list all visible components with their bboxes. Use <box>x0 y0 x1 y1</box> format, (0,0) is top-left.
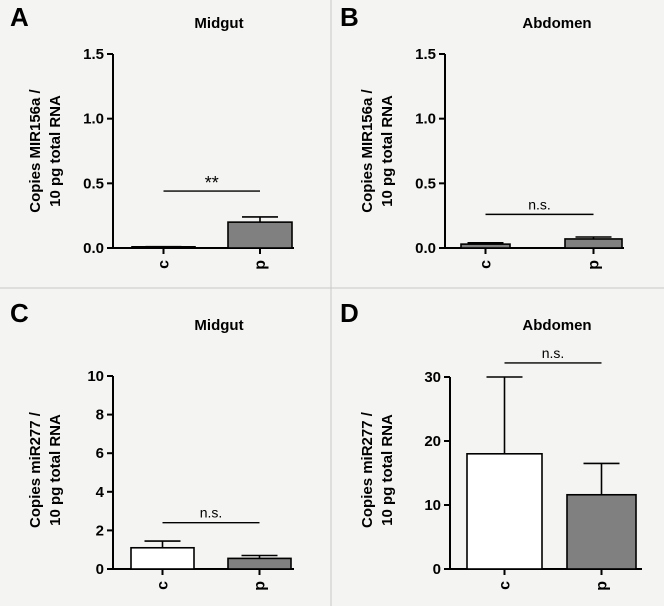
bar-p <box>564 238 623 249</box>
significance-label: n.s. <box>200 505 223 521</box>
bar-c <box>460 243 511 249</box>
y-tick-label: 4 <box>96 484 105 501</box>
panel-a: A Midgut Copies MIR156a /10 pg total RNA 0.… <box>10 2 294 270</box>
y-tick-label: 0.5 <box>415 175 436 192</box>
y-axis-label-line-2: 10 pg total RNA <box>379 414 396 526</box>
panel-letter: D <box>340 298 359 328</box>
chart-title: Midgut <box>194 317 243 334</box>
bar-p <box>227 221 293 249</box>
x-tick-label: c <box>478 260 495 269</box>
y-axis-label-line-1: Copies MIR156a / <box>359 88 376 212</box>
y-tick-label: 0.5 <box>83 175 104 192</box>
y-axis-label-line-2: 10 pg total RNA <box>47 414 64 526</box>
y-tick-label: 2 <box>96 522 104 539</box>
panel-b: B Abdomen Copies MIR156a /10 pg total RNA 0… <box>340 2 624 270</box>
significance-label: n.s. <box>528 196 551 212</box>
y-axis-label-line-1: Copies MIR156a / <box>27 88 44 212</box>
y-axis-label-line-1: Copies miR277 / <box>359 411 376 528</box>
y-tick-label: 0.0 <box>415 240 436 257</box>
bar-p <box>227 557 292 570</box>
y-tick-label: 0 <box>96 561 104 578</box>
bar-c <box>466 452 543 570</box>
y-axis-label-line-2: 10 pg total RNA <box>47 95 64 207</box>
x-tick-label: c <box>155 581 172 590</box>
significance-label: n.s. <box>542 345 565 361</box>
chart-title: Abdomen <box>522 15 591 32</box>
y-tick-label: 20 <box>424 433 441 450</box>
x-tick-label: c <box>156 260 173 269</box>
bar-c <box>130 546 195 570</box>
panel-letter: B <box>340 2 359 32</box>
x-tick-label: p <box>252 581 269 591</box>
y-axis-label-line-1: Copies miR277 / <box>27 411 44 528</box>
y-tick-label: 0 <box>433 561 441 578</box>
y-tick-label: 1.5 <box>415 46 436 63</box>
x-tick-label: p <box>252 260 269 270</box>
y-tick-label: 30 <box>424 369 441 386</box>
x-tick-label: p <box>586 260 603 270</box>
y-tick-label: 10 <box>87 368 104 385</box>
significance-label: ** <box>205 173 219 193</box>
y-tick-label: 0.0 <box>83 240 104 257</box>
panel-letter: A <box>10 2 29 32</box>
chart-title: Abdomen <box>522 317 591 334</box>
bar-p <box>566 493 637 570</box>
panel-d: D Abdomen Copies miR277 /10 pg total RNA 0 1… <box>340 298 642 591</box>
y-tick-label: 10 <box>424 497 441 514</box>
y-tick-label: 6 <box>96 445 104 462</box>
panel-c: C Midgut Copies miR277 /10 pg total RNA 0 2 4… <box>10 298 294 591</box>
x-tick-label: c <box>497 581 514 590</box>
chart-title: Midgut <box>194 15 243 32</box>
panel-letter: C <box>10 298 29 328</box>
y-tick-label: 1.0 <box>415 111 436 128</box>
y-tick-label: 1.5 <box>83 46 104 63</box>
x-tick-label: p <box>594 581 611 591</box>
y-tick-label: 8 <box>96 407 104 424</box>
y-axis-label-line-2: 10 pg total RNA <box>379 95 396 207</box>
y-tick-label: 1.0 <box>83 111 104 128</box>
bar-c <box>131 246 196 249</box>
